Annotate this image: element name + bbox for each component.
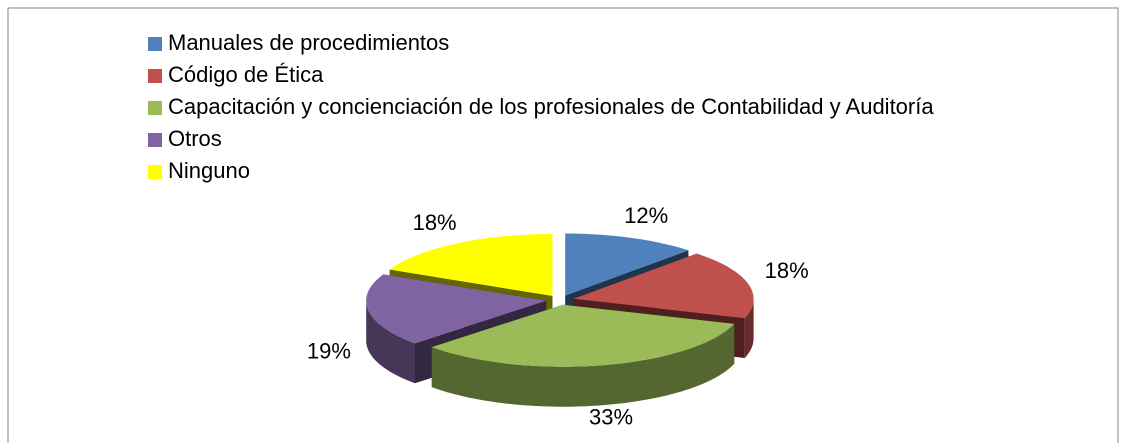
slice <box>366 274 547 344</box>
legend-label: Capacitación y concienciación de los pro… <box>168 94 934 119</box>
data-label: 33% <box>589 404 633 429</box>
data-label: 18% <box>765 258 809 283</box>
slice <box>431 304 735 367</box>
slice <box>565 233 689 296</box>
legend-swatch <box>148 37 162 51</box>
slice-wall <box>431 323 735 407</box>
data-label: 18% <box>413 210 457 235</box>
legend-swatch <box>148 165 162 179</box>
legend-swatch <box>148 133 162 147</box>
slice-wall <box>366 300 415 384</box>
data-label: 19% <box>307 338 351 363</box>
slice <box>389 233 553 296</box>
legend-label: Código de Ética <box>168 62 324 87</box>
legend-label: Manuales de procedimientos <box>168 30 449 55</box>
data-label: 12% <box>624 203 668 228</box>
legend-swatch <box>148 101 162 115</box>
slice <box>573 253 754 318</box>
slice-wall <box>744 298 754 358</box>
legend-label: Otros <box>168 126 222 151</box>
legend-swatch <box>148 69 162 83</box>
legend-label: Ninguno <box>168 158 250 183</box>
